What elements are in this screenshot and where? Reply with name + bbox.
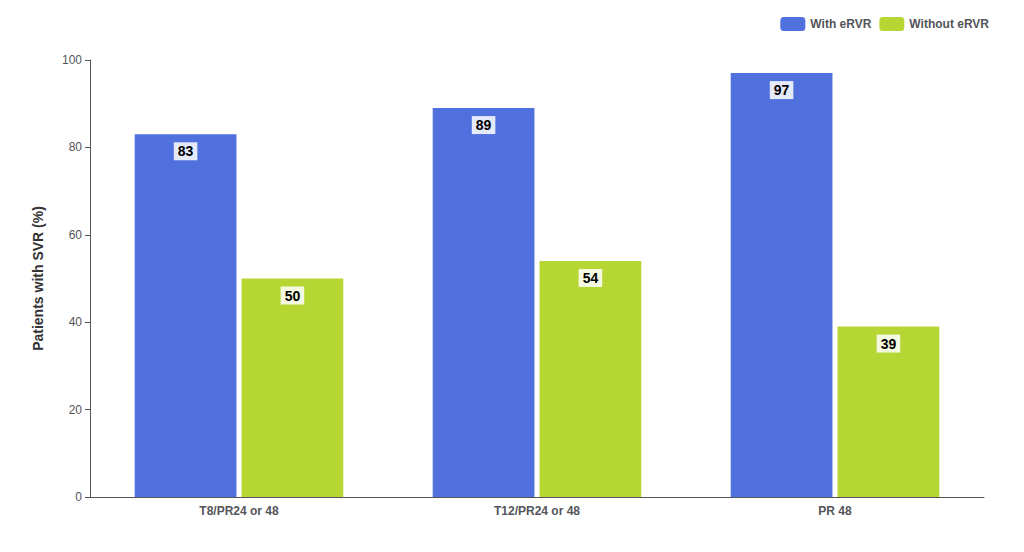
svg-text:Patients with SVR (%): Patients with SVR (%) — [30, 206, 46, 351]
svg-text:PR 48: PR 48 — [818, 504, 852, 518]
svg-text:0: 0 — [75, 490, 82, 504]
svg-text:60: 60 — [69, 228, 83, 242]
svg-text:83: 83 — [178, 143, 194, 159]
svg-text:Without eRVR: Without eRVR — [909, 17, 989, 31]
svg-text:100: 100 — [62, 53, 82, 67]
svg-text:97: 97 — [774, 82, 790, 98]
svg-text:39: 39 — [881, 336, 897, 352]
svg-text:54: 54 — [583, 270, 599, 286]
svg-text:T8/PR24 or 48: T8/PR24 or 48 — [199, 504, 279, 518]
svg-text:With eRVR: With eRVR — [810, 17, 871, 31]
svg-text:20: 20 — [69, 403, 83, 417]
svg-text:40: 40 — [69, 315, 83, 329]
svg-text:89: 89 — [476, 117, 492, 133]
svg-text:80: 80 — [69, 140, 83, 154]
svg-text:50: 50 — [285, 288, 301, 304]
svg-text:T12/PR24 or 48: T12/PR24 or 48 — [494, 504, 580, 518]
